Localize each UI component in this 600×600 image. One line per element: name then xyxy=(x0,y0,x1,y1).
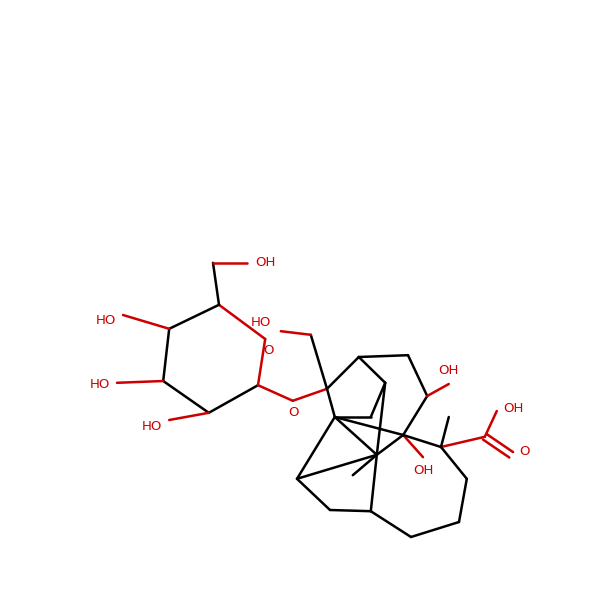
Text: O: O xyxy=(263,344,274,358)
Text: O: O xyxy=(289,406,299,419)
Text: OH: OH xyxy=(413,464,433,478)
Text: O: O xyxy=(519,445,530,458)
Text: HO: HO xyxy=(96,314,116,328)
Text: HO: HO xyxy=(90,377,110,391)
Text: OH: OH xyxy=(503,401,524,415)
Text: OH: OH xyxy=(439,364,459,377)
Text: HO: HO xyxy=(251,316,271,329)
Text: OH: OH xyxy=(255,256,275,269)
Text: HO: HO xyxy=(142,419,163,433)
